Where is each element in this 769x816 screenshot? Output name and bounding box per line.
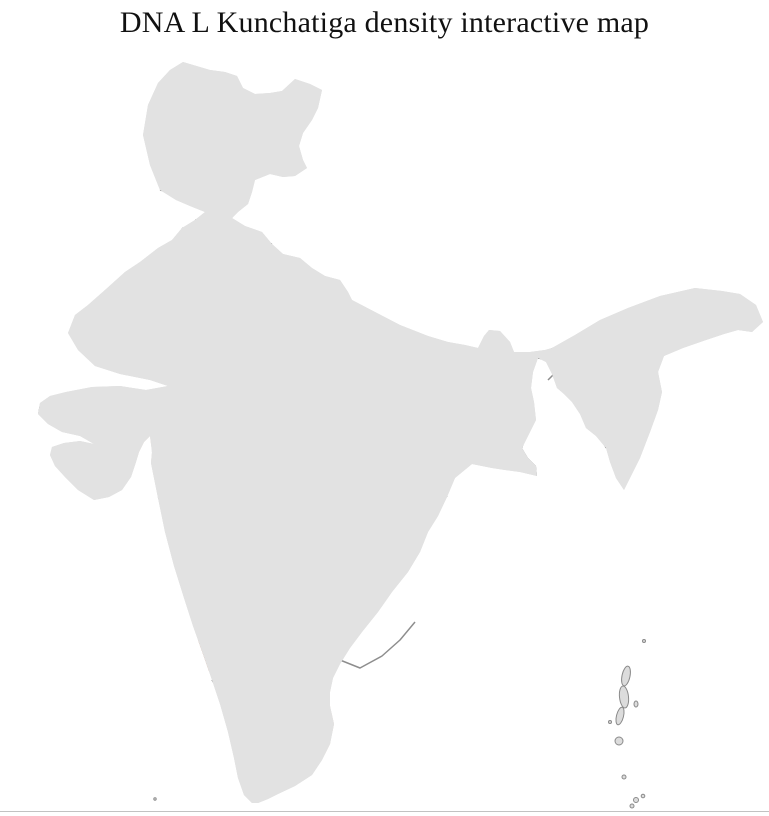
bottom-divider [0, 811, 769, 812]
island-chain [153, 639, 646, 809]
page-title: DNA L Kunchatiga density interactive map [119, 6, 650, 39]
country-outline [37, 61, 764, 804]
